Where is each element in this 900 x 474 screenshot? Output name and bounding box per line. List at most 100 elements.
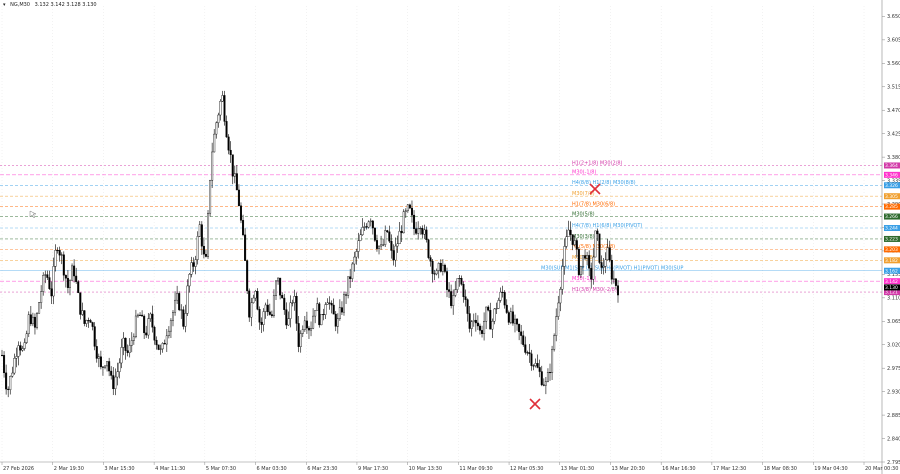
candle-body (359, 234, 362, 241)
candle-body (31, 316, 34, 325)
candle-body (91, 322, 94, 327)
candle-body (357, 240, 360, 252)
y-tick-label: 2.885 (887, 413, 900, 419)
x-tick-label: 13 Mar 20:30 (611, 466, 644, 472)
candle-body (563, 246, 566, 267)
candle-body (165, 335, 168, 345)
candle-body (239, 205, 242, 221)
candle-body (483, 320, 486, 334)
candle-body (318, 303, 321, 326)
candle-body (557, 302, 560, 317)
candle-body (36, 313, 39, 328)
y-tick-label: 3.605 (887, 38, 900, 44)
signal-x-marker (529, 398, 541, 410)
candle-body (439, 262, 442, 272)
candle-body (398, 230, 401, 245)
candle-body (79, 292, 82, 315)
candle-body (25, 333, 28, 343)
candle-body (575, 240, 578, 250)
candle-body (130, 340, 133, 346)
candle-body (188, 274, 191, 287)
candle-body (520, 331, 523, 336)
candle-body (303, 320, 306, 330)
price-tag-box (884, 213, 900, 220)
candle-body (413, 214, 416, 229)
candle-body (71, 265, 74, 281)
candle-body (361, 227, 364, 236)
candle-body (345, 294, 348, 296)
candle-body (516, 318, 519, 325)
candle-body (355, 251, 358, 258)
candle-body (44, 274, 47, 276)
current-price-label: 3.130 (885, 285, 898, 291)
candle-body (446, 271, 449, 290)
candle-body (365, 226, 368, 228)
price-tag-label: 3.346 (885, 172, 898, 178)
candle-body (532, 365, 535, 367)
candle-body (101, 366, 104, 368)
candle-body (474, 319, 477, 324)
candle-body (275, 280, 278, 296)
x-tick-label: 20 Mar 00:30 (865, 466, 898, 472)
y-tick-label: 3.155 (887, 272, 900, 278)
y-tick-label: 2.975 (887, 366, 900, 372)
candle-body (33, 316, 36, 328)
current-price-box (884, 284, 900, 291)
candle-body (458, 278, 461, 280)
x-tick-label: 18 Mar 08:30 (764, 466, 797, 472)
candle-body (66, 278, 69, 288)
candle-body (219, 100, 222, 116)
candle-body (139, 314, 142, 316)
candle-body (5, 372, 8, 390)
candle-body (272, 295, 275, 317)
candle-body (60, 254, 63, 256)
x-tick-label: 6 Mar 03:30 (257, 466, 287, 472)
candle-body (242, 220, 245, 236)
candle-body (262, 311, 265, 325)
candle-body (186, 285, 189, 314)
candle-body (495, 308, 498, 310)
level-label: H4(7/8) H1(6/8) M30(PIVOT) (572, 223, 642, 229)
candle-body (155, 339, 158, 346)
y-tick-label: 3.560 (887, 61, 900, 67)
candle-body (363, 226, 366, 228)
candle-body (614, 278, 617, 286)
y-tick-label: 3.470 (887, 108, 900, 114)
candle-body (312, 315, 315, 329)
price-tag-label: 3.203 (885, 247, 898, 253)
candle-body (534, 363, 537, 366)
triangle-down-icon[interactable]: ▾ (3, 2, 6, 8)
candle-body (380, 244, 383, 247)
candle-body (145, 332, 148, 336)
candle-body (542, 384, 545, 386)
candle-body (571, 234, 574, 245)
level-label: M30(5/8) (572, 211, 595, 217)
candle-body (248, 290, 251, 318)
candle-body (608, 247, 611, 261)
candle-body (48, 277, 51, 289)
candle-body (373, 227, 376, 241)
candle-body (501, 291, 504, 293)
price-tag-label: 3.266 (885, 214, 898, 220)
x-tick-label: 3 Mar 15:30 (104, 466, 134, 472)
candle-body (258, 309, 261, 323)
candle-body (307, 327, 310, 331)
candle-body (21, 348, 24, 351)
candle-body (454, 289, 457, 296)
candle-body (225, 121, 228, 138)
candles (1, 90, 620, 398)
candle-body (295, 296, 298, 324)
candle-body (602, 266, 605, 268)
price-tag-box (884, 257, 900, 264)
candle-body (52, 266, 55, 297)
candle-body (400, 230, 403, 234)
candle-body (429, 257, 432, 262)
candle-body (147, 318, 150, 336)
candle-body (196, 236, 199, 260)
candle-body (470, 321, 473, 329)
candle-body (600, 262, 603, 268)
candle-body (487, 306, 490, 311)
candle-body (441, 264, 444, 272)
